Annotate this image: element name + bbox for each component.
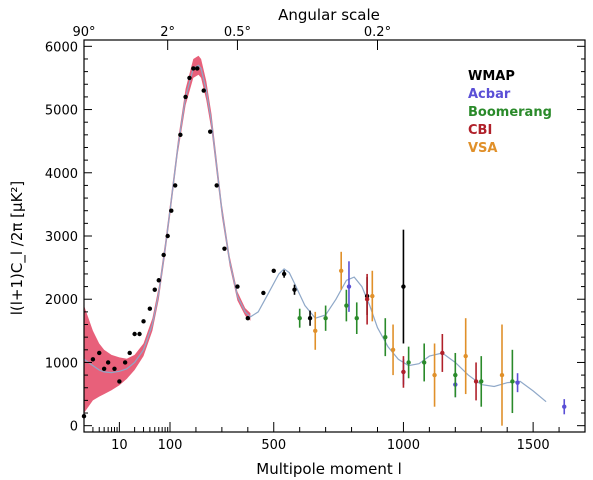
data-point [453, 372, 458, 378]
data-point [141, 319, 146, 324]
data-point [122, 360, 128, 365]
data-point [338, 268, 344, 273]
data-point [364, 297, 370, 302]
data-point [235, 284, 240, 289]
data-point [463, 353, 468, 359]
legend-item-vsa: VSA [468, 141, 498, 156]
data-point [112, 366, 117, 371]
legend-item-acbar: Acbar [468, 87, 511, 102]
y-tick-label: 0 [70, 420, 78, 435]
y-tick-label: 2000 [45, 293, 78, 308]
series-wmap [81, 66, 406, 419]
series-cbi [364, 273, 479, 401]
data-point [271, 268, 276, 273]
data-point [440, 350, 445, 356]
x-tick-label: 500 [261, 438, 286, 453]
data-point [156, 278, 161, 283]
top-tick-label: 0.5° [224, 25, 251, 40]
y-tick-label: 3000 [45, 230, 78, 245]
data-point [137, 331, 142, 337]
text-layer: Angular scale Multipole moment l l(l+1)C… [8, 6, 402, 478]
data-point [222, 246, 227, 251]
data-point [562, 404, 567, 409]
legend-item-boomerang: Boomerang [468, 105, 552, 120]
data-point [187, 75, 192, 81]
data-point [313, 328, 318, 334]
data-point [421, 360, 427, 365]
data-point [297, 315, 302, 321]
y-tick-label: 1000 [45, 356, 78, 371]
legend: WMAP Acbar Boomerang CBI VSA [468, 69, 552, 156]
top-tick-label: 2° [160, 25, 175, 40]
legend-item-wmap: WMAP [468, 69, 515, 84]
data-point [191, 66, 196, 71]
data-point [245, 315, 251, 321]
data-point [178, 132, 183, 138]
data-point [101, 366, 107, 371]
data-point [510, 379, 515, 384]
data-point [354, 315, 359, 321]
data-point [195, 66, 200, 71]
data-point [401, 369, 406, 375]
top-axis-title: Angular scale [278, 6, 380, 24]
data-point [90, 357, 96, 362]
data-point [117, 379, 122, 384]
data-point [97, 350, 102, 356]
series-boomerang [297, 289, 515, 414]
data-point [127, 350, 132, 356]
data-point [307, 315, 313, 321]
data-point [105, 360, 111, 365]
data-point [473, 379, 479, 384]
data-point [161, 252, 166, 258]
data-point [479, 379, 484, 384]
model-curve-layer [83, 64, 547, 403]
data-point [172, 183, 178, 188]
data-point [292, 287, 297, 292]
data-points-layer [81, 66, 567, 426]
data-point [390, 347, 396, 353]
data-point [370, 293, 375, 299]
data-point [401, 284, 406, 289]
data-point [261, 290, 266, 296]
y-axis-label: l(l+1)C_l /2π [μK²] [8, 181, 27, 316]
data-point [183, 94, 188, 100]
data-point [208, 129, 213, 134]
x-tick-label: 1000 [387, 438, 420, 453]
model-curve [83, 64, 547, 403]
data-point [383, 334, 388, 340]
y-tick-label: 4000 [45, 167, 78, 182]
data-point [147, 306, 153, 311]
data-point [165, 233, 170, 239]
x-tick-label: 10 [111, 438, 128, 453]
data-point [132, 331, 137, 337]
data-point [323, 315, 328, 321]
x-tick-label: 100 [158, 438, 183, 453]
y-tick-label: 6000 [45, 40, 78, 55]
x-tick-label: 1500 [517, 438, 550, 453]
tick-layer: 0 1000 2000 3000 4000 5000 6000 10 100 500 1000 150… [45, 25, 585, 453]
legend-item-cbi: CBI [468, 123, 492, 138]
top-tick-label: 90° [72, 25, 95, 40]
x-axis-label: Multipole moment l [256, 460, 401, 478]
data-point [344, 303, 349, 308]
data-point [406, 360, 411, 365]
data-point [152, 287, 157, 292]
data-point [201, 88, 206, 93]
data-point [346, 284, 352, 289]
top-tick-label: 0.2° [364, 25, 391, 40]
y-tick-label: 5000 [45, 104, 78, 119]
data-point [499, 372, 505, 378]
series-vsa [313, 251, 505, 426]
data-point [281, 271, 287, 277]
data-point [214, 183, 219, 188]
data-point [432, 372, 437, 378]
data-point [515, 380, 520, 385]
data-point [169, 208, 174, 213]
